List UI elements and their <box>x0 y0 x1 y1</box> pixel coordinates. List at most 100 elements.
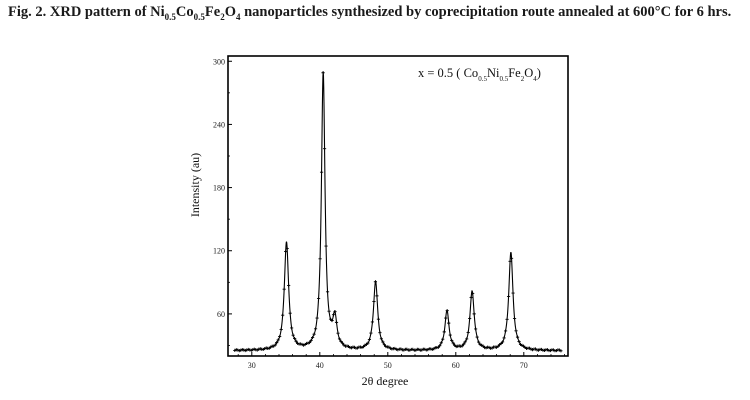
data-point-marker <box>448 333 452 337</box>
data-point-marker <box>447 321 451 325</box>
data-point-marker <box>291 333 295 337</box>
data-point-marker <box>308 340 312 345</box>
caption-subscript: 4 <box>235 11 241 22</box>
data-point-marker <box>318 257 322 261</box>
data-point-marker <box>327 309 331 313</box>
data-point-marker <box>288 311 292 315</box>
data-point-marker <box>309 338 313 343</box>
data-point-marker <box>279 327 283 332</box>
x-tick-label: 30 <box>248 361 256 370</box>
y-tick-label: 120 <box>213 247 225 256</box>
data-point-marker <box>500 340 505 344</box>
annotation-text: Fe <box>508 66 521 80</box>
data-point-marker <box>278 334 282 339</box>
caption-text: Fig. 2. XRD pattern of Ni <box>8 4 165 20</box>
data-point-marker <box>474 327 478 331</box>
data-point-marker <box>511 291 515 295</box>
data-point-marker <box>370 320 375 324</box>
data-point-marker <box>310 335 315 340</box>
caption-text: nanoparticles synthesized by coprecipita… <box>240 4 732 20</box>
data-point-marker <box>376 317 381 321</box>
data-point-marker <box>322 147 327 151</box>
data-point-marker <box>285 246 289 251</box>
x-tick-label: 70 <box>520 361 528 370</box>
data-point-marker <box>508 259 512 263</box>
y-tick-label: 60 <box>217 310 225 319</box>
caption-text: Co <box>175 4 194 20</box>
data-point-marker <box>451 341 455 345</box>
annotation-subscript: 0.5 <box>499 75 508 83</box>
data-point-marker <box>312 332 316 336</box>
data-point-marker <box>445 309 449 313</box>
data-point-marker <box>336 331 340 335</box>
data-point-marker <box>439 341 443 345</box>
data-point-marker <box>475 335 479 339</box>
data-point-marker <box>379 337 384 341</box>
data-point-marker <box>281 313 285 317</box>
data-point-marker <box>284 249 288 254</box>
annotation-subscript: 2 <box>521 75 525 83</box>
data-point-marker <box>294 339 298 343</box>
caption-text: Fe <box>204 4 221 20</box>
data-point-marker <box>340 341 345 345</box>
data-point-marker <box>503 329 508 333</box>
annotation-text: Ni <box>487 66 500 80</box>
data-point-marker <box>463 340 467 344</box>
annotation-text: ) <box>537 66 541 80</box>
y-tick-label: 180 <box>213 184 225 193</box>
data-point-marker <box>273 343 277 347</box>
data-point-marker <box>275 341 279 345</box>
data-point-marker <box>450 338 454 343</box>
data-point-marker <box>366 341 370 345</box>
data-point-marker <box>442 330 446 334</box>
caption-subscript: 0.5 <box>164 11 176 22</box>
data-point-marker <box>472 312 476 316</box>
data-point-marker <box>381 340 385 344</box>
data-point-marker <box>441 337 445 341</box>
data-point-marker <box>506 294 511 299</box>
data-point-marker <box>319 170 324 174</box>
data-point-marker <box>287 284 291 288</box>
composition-annotation: x = 0.5 ( Co0.5Ni0.5Fe2O4) <box>418 66 541 83</box>
data-point-marker <box>331 313 336 317</box>
x-tick-label: 60 <box>452 361 460 370</box>
data-point-marker <box>460 344 464 348</box>
x-axis-title: 2θ degree <box>362 374 409 388</box>
data-point-marker <box>512 316 517 321</box>
data-point-marker <box>367 337 372 342</box>
data-point-marker <box>321 71 325 75</box>
xrd-curve <box>234 71 562 352</box>
data-point-marker <box>502 336 506 340</box>
data-point-marker <box>282 287 286 291</box>
data-point-marker <box>469 295 473 300</box>
data-point-marker <box>514 329 518 333</box>
plot-frame <box>227 55 569 357</box>
data-point-marker <box>466 330 470 335</box>
x-tick-label: 40 <box>316 361 324 370</box>
data-point-marker <box>517 339 521 344</box>
y-tick-label: 240 <box>213 120 225 129</box>
data-point-marker <box>477 340 481 344</box>
figure-caption: Fig. 2. XRD pattern of Ni0.5Co0.5Fe2O4 n… <box>8 4 748 22</box>
data-point-marker <box>334 320 339 324</box>
data-point-marker <box>509 256 514 260</box>
data-point-marker <box>290 326 294 330</box>
data-point-marker <box>505 317 509 321</box>
data-point-marker <box>462 342 466 346</box>
data-point-marker <box>375 294 379 298</box>
data-point-marker <box>325 290 330 294</box>
data-point-marker <box>468 316 472 321</box>
data-point-marker <box>324 244 328 248</box>
y-axis-title: Intensity (au) <box>188 153 202 217</box>
caption-subscript: 0.5 <box>193 11 205 22</box>
caption-subscript: 2 <box>220 11 225 22</box>
data-point-marker <box>559 349 563 353</box>
data-point-marker <box>382 343 386 347</box>
data-point-marker <box>316 296 321 301</box>
data-point-marker <box>471 291 475 296</box>
data-point-marker <box>444 316 448 320</box>
caption-text: O <box>224 4 236 20</box>
annotation-text: x = 0.5 ( Co <box>418 66 478 80</box>
y-tick-label: 300 <box>213 57 225 66</box>
